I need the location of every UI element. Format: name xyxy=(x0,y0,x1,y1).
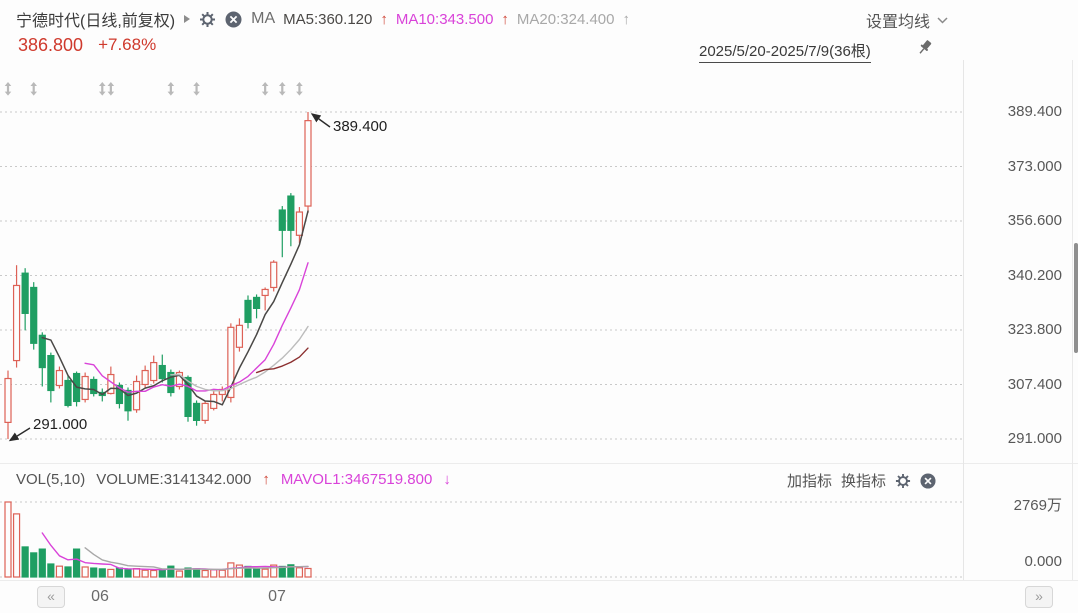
mavol1-value: MAVOL1:3467519.800 xyxy=(280,471,433,488)
vol-indicator-label: VOL(5,10) xyxy=(16,471,86,488)
chart-header: 宁德时代(日线,前复权) MA MA5:360.120 ↑ MA10:343.5… xyxy=(16,7,630,31)
time-axis-label: 07 xyxy=(268,588,286,605)
gear-icon[interactable] xyxy=(199,11,216,28)
add-indicator-button[interactable]: 加指标 xyxy=(787,473,833,490)
ma20-value: MA20:324.400 xyxy=(516,10,615,28)
price-axis-label: 356.600 xyxy=(1007,212,1062,229)
volume-value: VOLUME:3141342.000 xyxy=(96,471,252,488)
switch-indicator-button[interactable]: 换指标 xyxy=(841,473,887,490)
price-axis-label: 340.200 xyxy=(1007,266,1062,284)
volume-axis-min: 0.000 xyxy=(1024,553,1062,570)
ma5-value: MA5:360.120 xyxy=(283,10,373,28)
ma-settings-button[interactable]: 设置均线 xyxy=(866,8,948,32)
axis-divider xyxy=(0,580,1078,581)
price-axis-label: 389.400 xyxy=(1007,103,1062,120)
volume-trend-icon: ↑ xyxy=(262,471,270,488)
low-price-callout: 291.000 xyxy=(33,416,88,433)
price-axis-label: 373.000 xyxy=(1007,157,1062,175)
ma5-trend-icon: ↑ xyxy=(380,10,388,28)
high-price-callout: 389.400 xyxy=(333,118,388,135)
scroll-right-button[interactable]: » xyxy=(1025,586,1053,608)
ma10-trend-icon: ↑ xyxy=(501,10,509,28)
price-axis-label: 291.000 xyxy=(1007,430,1062,447)
chevron-down-icon xyxy=(937,16,948,24)
price-readout: 386.800 +7.68% xyxy=(18,35,156,56)
scrollbar-track xyxy=(1072,60,1073,580)
ma-legend: MA MA5:360.120 ↑ MA10:343.500 ↑ MA20:324… xyxy=(251,10,630,28)
title-expand-icon[interactable] xyxy=(184,15,191,23)
change-percent: +7.68% xyxy=(98,35,157,54)
ma-settings-label: 设置均线 xyxy=(866,14,931,31)
volume-pane-header: VOL(5,10) VOLUME:3141342.000 ↑ MAVOL1:34… xyxy=(16,471,451,488)
price-axis-border xyxy=(963,60,964,580)
price-axis-label: 323.800 xyxy=(1007,321,1062,338)
scroll-left-button[interactable]: « xyxy=(37,586,65,608)
symbol-title[interactable]: 宁德时代(日线,前复权) xyxy=(16,13,176,30)
price-axis-label: 307.400 xyxy=(1007,375,1062,393)
time-axis-label: 06 xyxy=(91,588,109,605)
indicator-name: MA xyxy=(251,10,276,27)
volume-close-icon[interactable] xyxy=(920,472,936,489)
scrollbar-thumb[interactable] xyxy=(1074,243,1078,353)
volume-gear-icon[interactable] xyxy=(895,473,911,489)
volume-pane-tools: 加指标 换指标 xyxy=(787,470,936,491)
mavol1-trend-icon: ↓ xyxy=(443,471,451,488)
close-indicator-icon[interactable] xyxy=(225,11,242,28)
ma20-trend-icon: ↑ xyxy=(622,10,631,28)
pin-icon[interactable] xyxy=(916,38,935,62)
last-price: 386.800 xyxy=(18,35,84,55)
pane-divider xyxy=(0,463,1078,464)
ma10-value: MA10:343.500 xyxy=(395,10,494,28)
volume-axis-max: 2769万 xyxy=(1013,497,1062,514)
visible-date-range[interactable]: 2025/5/20-2025/7/9(36根) xyxy=(699,40,871,63)
